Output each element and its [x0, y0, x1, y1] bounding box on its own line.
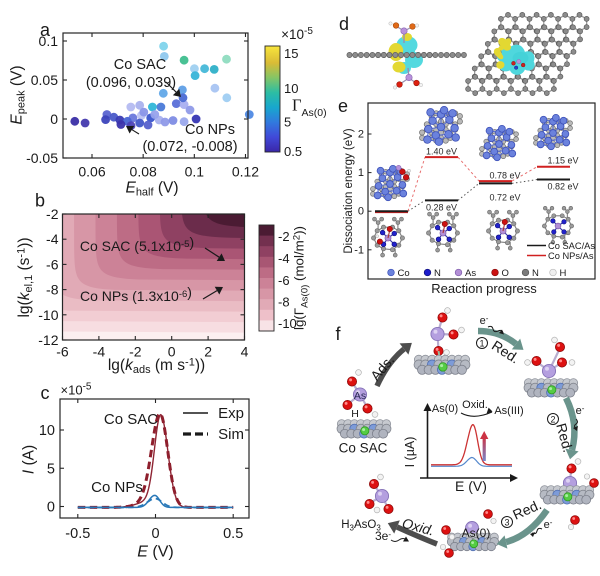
- svg-text:I (µA): I (µA): [403, 437, 417, 468]
- svg-text:a: a: [40, 20, 51, 40]
- svg-text:Epeak (V): Epeak (V): [9, 65, 28, 124]
- svg-text:0: 0: [50, 111, 58, 127]
- svg-text:0.5: 0.5: [284, 144, 302, 159]
- svg-text:-2: -2: [278, 229, 290, 244]
- svg-text:(0.072, -0.008): (0.072, -0.008): [142, 139, 237, 155]
- svg-text:H: H: [560, 268, 567, 279]
- svg-text:-6: -6: [56, 344, 69, 360]
- svg-text:-1: -1: [354, 244, 364, 256]
- svg-text:d: d: [339, 14, 349, 34]
- svg-text:e-: e-: [544, 518, 553, 531]
- svg-text:2: 2: [358, 129, 364, 141]
- svg-text:Dissociation energy (eV): Dissociation energy (eV): [343, 128, 355, 253]
- svg-text:1: 1: [358, 167, 364, 179]
- svg-text:3e-: 3e-: [375, 529, 391, 543]
- svg-text:Co SAC: Co SAC: [114, 57, 166, 73]
- svg-text:As(III): As(III): [494, 405, 523, 417]
- svg-text:-8: -8: [46, 282, 59, 298]
- svg-text:3: 3: [504, 518, 509, 528]
- svg-text:H: H: [351, 408, 359, 420]
- svg-text:c: c: [41, 383, 50, 403]
- svg-text:Sim: Sim: [218, 426, 244, 443]
- svg-text:2: 2: [204, 344, 212, 360]
- svg-text:0: 0: [358, 206, 364, 218]
- svg-text:0.82 eV: 0.82 eV: [547, 182, 578, 192]
- svg-text:Co SAC/As: Co SAC/As: [548, 241, 595, 251]
- svg-text:4: 4: [241, 344, 249, 360]
- svg-text:5: 5: [47, 461, 55, 477]
- svg-text:lg(kads (m s-1)): lg(kads (m s-1)): [108, 357, 205, 377]
- svg-text:E (V): E (V): [455, 478, 487, 494]
- svg-text:As(0): As(0): [432, 403, 458, 415]
- svg-text:0.06: 0.06: [78, 164, 105, 180]
- svg-text:1: 1: [479, 339, 484, 349]
- svg-text:As: As: [465, 268, 476, 279]
- svg-text:e: e: [338, 96, 348, 116]
- svg-text:Co NPs (1.3x10-6): Co NPs (1.3x10-6): [80, 284, 192, 304]
- svg-text:0.1: 0.1: [185, 164, 205, 180]
- svg-text:-10: -10: [38, 307, 58, 323]
- svg-text:Co: Co: [398, 268, 410, 279]
- svg-text:Red.: Red.: [553, 421, 576, 454]
- svg-text:-0.5: -0.5: [65, 526, 90, 542]
- svg-text:-2: -2: [46, 206, 59, 222]
- svg-text:1.40 eV: 1.40 eV: [426, 147, 457, 157]
- svg-text:0.12: 0.12: [232, 164, 259, 180]
- svg-text:-8: -8: [278, 295, 290, 310]
- svg-text:-10: -10: [278, 316, 297, 331]
- svg-text:Co NPs/As: Co NPs/As: [548, 251, 594, 261]
- svg-text:Co NPs: Co NPs: [91, 479, 143, 496]
- svg-text:0.78 eV: 0.78 eV: [489, 171, 520, 181]
- svg-text:Reaction progress: Reaction progress: [431, 281, 537, 296]
- svg-text:0.5: 0.5: [223, 526, 243, 542]
- svg-text:0.08: 0.08: [130, 164, 157, 180]
- svg-text:As: As: [354, 390, 366, 402]
- svg-text:-6: -6: [46, 256, 59, 272]
- svg-text:e-: e-: [576, 404, 585, 417]
- svg-text:0.05: 0.05: [31, 72, 58, 88]
- svg-text:As(0): As(0): [462, 526, 491, 540]
- svg-text:-4: -4: [46, 231, 59, 247]
- svg-text:N: N: [434, 268, 441, 279]
- svg-text:Co NPs: Co NPs: [185, 122, 235, 138]
- svg-text:5: 5: [284, 115, 291, 130]
- svg-text:15: 15: [284, 46, 298, 61]
- svg-text:10: 10: [284, 81, 298, 96]
- svg-text:E (V): E (V): [137, 544, 173, 561]
- svg-text:b: b: [35, 191, 45, 211]
- svg-text:-4: -4: [278, 251, 290, 266]
- svg-text:-0.05: -0.05: [26, 150, 58, 166]
- svg-text:Co SAC (5.1x10-5): Co SAC (5.1x10-5): [80, 234, 194, 254]
- svg-text:-6: -6: [278, 273, 290, 288]
- svg-text:O: O: [502, 268, 509, 279]
- svg-text:-2: -2: [129, 344, 142, 360]
- svg-text:0: 0: [47, 500, 55, 516]
- svg-text:f: f: [335, 324, 341, 344]
- svg-text:0.1: 0.1: [39, 33, 59, 49]
- svg-text:2: 2: [550, 415, 555, 425]
- svg-text:(0.096, 0.039): (0.096, 0.039): [86, 75, 176, 91]
- svg-text:1.15 eV: 1.15 eV: [547, 156, 578, 166]
- svg-text:Ehalf (V): Ehalf (V): [125, 180, 178, 199]
- svg-text:0: 0: [151, 526, 159, 542]
- svg-text:Exp: Exp: [218, 405, 244, 422]
- svg-text:N: N: [532, 268, 539, 279]
- svg-text:-12: -12: [38, 332, 58, 348]
- svg-text:e-: e-: [480, 314, 489, 327]
- svg-text:10: 10: [39, 423, 55, 439]
- svg-text:0: 0: [168, 344, 176, 360]
- svg-text:Co SAC: Co SAC: [104, 411, 158, 428]
- svg-text:I (A): I (A): [21, 445, 38, 474]
- svg-text:0.28 eV: 0.28 eV: [426, 203, 457, 213]
- svg-text:Oxid.: Oxid.: [462, 399, 488, 411]
- svg-text:0.72 eV: 0.72 eV: [489, 193, 520, 203]
- svg-text:Co SAC: Co SAC: [339, 441, 388, 456]
- svg-text:-4: -4: [93, 344, 106, 360]
